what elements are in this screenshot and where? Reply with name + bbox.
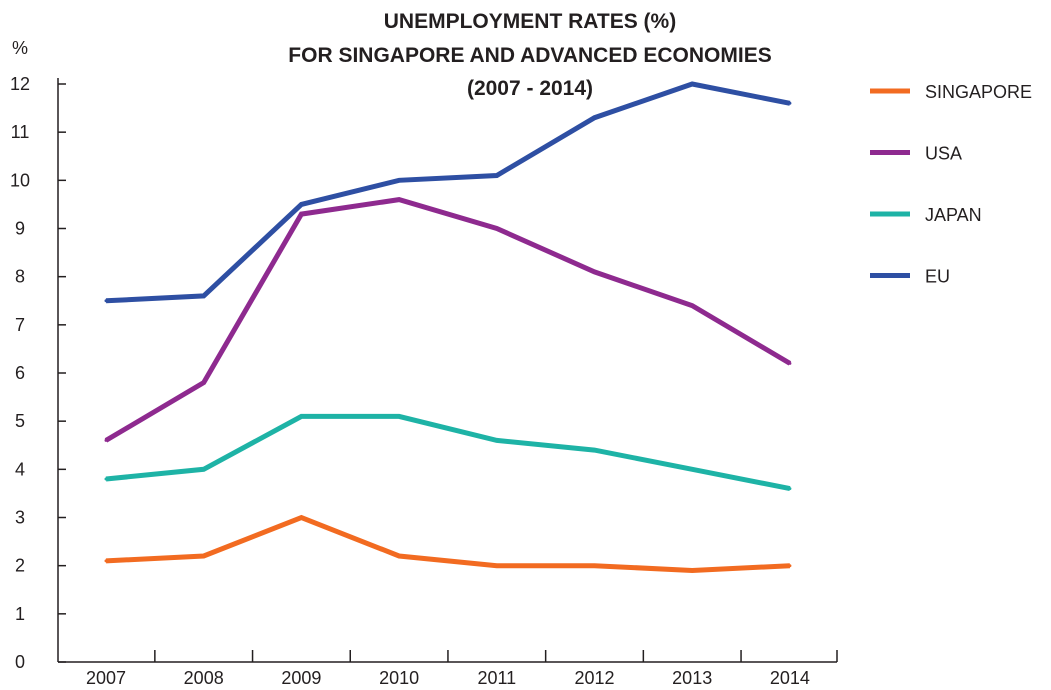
legend-label-eu: EU: [925, 267, 950, 287]
data-point-singapore: [690, 569, 694, 572]
y-tick-label: 9: [15, 219, 25, 239]
chart-title-line-1: UNEMPLOYMENT RATES (%): [384, 10, 676, 33]
data-point-singapore: [495, 564, 499, 568]
legend: SINGAPORE USA JAPAN EU: [870, 82, 1032, 287]
series-line-japan: [105, 413, 791, 492]
data-point-usa: [495, 227, 499, 230]
y-tick-label: 6: [15, 363, 25, 383]
data-point-singapore: [202, 554, 206, 558]
y-tick-label: 0: [15, 652, 25, 672]
data-point-eu: [104, 299, 108, 303]
y-tick-label: 7: [15, 315, 25, 335]
y-tick-label: 10: [10, 170, 30, 190]
legend-label-japan: JAPAN: [925, 205, 982, 225]
series-line-singapore: [105, 514, 791, 574]
data-point-eu: [593, 116, 596, 120]
y-tick-label: 1: [15, 604, 25, 624]
data-point-singapore: [788, 564, 792, 568]
y-tick-label: 2: [15, 556, 25, 576]
data-point-japan: [495, 438, 499, 442]
data-point-usa: [202, 381, 206, 385]
y-tick-label: 5: [15, 411, 25, 431]
legend-label-usa: USA: [925, 144, 962, 164]
data-point-eu: [397, 178, 401, 182]
data-point-singapore: [397, 554, 401, 558]
y-tick-label: 8: [15, 267, 25, 287]
x-tick-label: 2014: [770, 668, 810, 688]
series-layer: [104, 81, 792, 574]
data-point-usa: [593, 270, 596, 274]
data-point-usa: [299, 212, 303, 216]
data-point-eu: [202, 294, 206, 298]
x-tick-label: 2008: [184, 668, 224, 688]
x-tick-label: 2012: [574, 668, 614, 688]
chart-title: UNEMPLOYMENT RATES (%) FOR SINGAPORE AND…: [288, 10, 771, 100]
data-point-japan: [593, 448, 596, 452]
data-point-japan: [299, 414, 303, 418]
chart-title-line-2: FOR SINGAPORE AND ADVANCED ECONOMIES: [288, 44, 771, 67]
chart-title-line-3: (2007 - 2014): [467, 77, 593, 100]
data-point-japan: [788, 487, 792, 491]
series-line-usa: [104, 197, 792, 443]
data-point-japan: [104, 477, 108, 481]
x-tick-label: 2009: [281, 668, 321, 688]
data-point-usa: [104, 438, 108, 442]
x-tick-label: 2007: [86, 668, 126, 688]
data-point-eu: [495, 174, 499, 177]
data-point-japan: [690, 467, 694, 471]
data-point-eu: [788, 101, 792, 105]
data-point-usa: [788, 361, 792, 365]
data-point-singapore: [104, 559, 108, 563]
data-point-eu: [690, 82, 694, 86]
x-tick-label: 2013: [672, 668, 712, 688]
data-point-singapore: [593, 564, 596, 568]
y-tick-label: 12: [10, 74, 30, 94]
y-tick-label: 11: [11, 122, 30, 142]
series-line-eu: [105, 81, 791, 304]
x-tick-label: 2011: [477, 668, 516, 688]
data-point-usa: [397, 198, 401, 202]
x-tick-label: 2010: [379, 668, 419, 688]
data-point-singapore: [299, 516, 303, 519]
data-point-japan: [397, 414, 401, 418]
y-axis-unit-label: %: [12, 38, 28, 58]
y-tick-label: 4: [15, 459, 25, 479]
data-point-eu: [299, 202, 303, 206]
legend-label-singapore: SINGAPORE: [925, 82, 1032, 102]
data-point-japan: [202, 467, 206, 471]
data-point-usa: [690, 304, 694, 308]
y-tick-label: 3: [15, 508, 25, 528]
